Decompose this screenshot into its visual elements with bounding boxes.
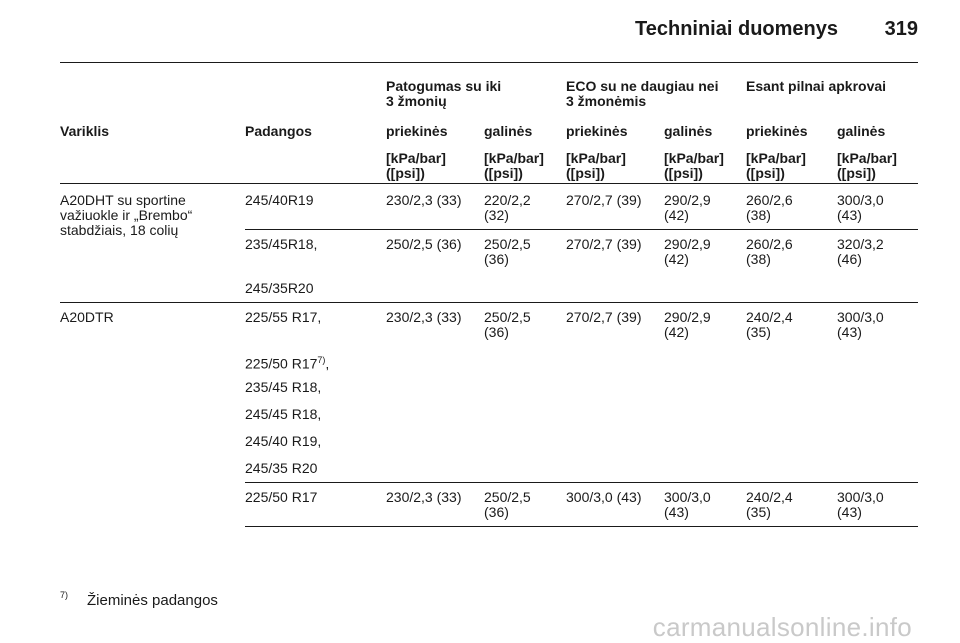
unit-label: [kPa/bar] ([psi]) [566,150,626,181]
group-header-eco: ECO su ne daugiau nei 3 žmonėmis [566,78,719,109]
pressure-value: 300/3,0 (43) [837,192,884,223]
unit-label: [kPa/bar] ([psi]) [746,150,806,181]
pressure-value: 320/3,2 (46) [837,236,884,267]
page-title: Techniniai duomenys [635,18,838,40]
group-header-full-load: Esant pilnai apkrovai [746,78,887,94]
row-divider [245,482,918,483]
footnote-text: Žieminės padangos [87,592,218,609]
pressure-value: 270/2,7 (39) [566,236,642,252]
page-number: 319 [884,18,918,40]
row-divider [245,229,918,230]
pressure-value: 270/2,7 (39) [566,309,642,325]
unit-label: [kPa/bar] ([psi]) [837,150,897,181]
unit-label: [kPa/bar] ([psi]) [664,150,724,181]
tire-size: 225/50 R17 [245,489,318,505]
pressure-value: 250/2,5 (36) [484,236,531,267]
tire-size: 245/35R20 [245,280,314,296]
unit-label: [kPa/bar] ([psi]) [484,150,544,181]
pressure-value: 250/2,5 (36) [484,309,531,340]
footnote-mark: 7) [60,590,69,600]
tire-size: 235/45 R18, [245,379,322,395]
pressure-value: 230/2,3 (33) [386,309,462,325]
tire-size: 245/45 R18, [245,406,322,422]
pressure-value: 300/3,0 (43) [566,489,642,505]
pressure-value: 300/3,0 (43) [837,489,884,520]
pressure-value: 260/2,6 (38) [746,192,793,223]
header-divider [60,183,918,184]
engine-label: A20DHT su sportine važiuokle ir „Brembo“… [60,192,193,238]
col-header-front: priekinės [746,123,808,139]
tire-size: 245/40R19 [245,192,314,208]
pressure-value: 230/2,3 (33) [386,489,462,505]
watermark: carmanualsonline.info [652,612,912,642]
pressure-value: 270/2,7 (39) [566,192,642,208]
pressure-value: 290/2,9 (42) [664,192,711,223]
pressure-value: 250/2,5 (36) [386,236,462,252]
col-header-front: priekinės [386,123,448,139]
pressure-value: 240/2,4 (35) [746,489,793,520]
pressure-value: 240/2,4 (35) [746,309,793,340]
footnote-ref: 7) [317,355,326,365]
col-header-tires: Padangos [245,123,312,139]
page-header: Techniniai duomenys 319 [60,0,918,63]
tire-size: 225/55 R17, [245,309,322,325]
tire-size-with-footnote: 225/50 R177), [245,355,330,372]
pressure-value: 300/3,0 (43) [837,309,884,340]
pressure-value: 300/3,0 (43) [664,489,711,520]
section-divider [60,302,918,303]
col-header-engine: Variklis [60,123,110,139]
group-header-comfort: Patogumas su iki 3 žmonių [386,78,502,109]
table-bottom-rule [245,526,918,527]
pressure-value: 260/2,6 (38) [746,236,793,267]
col-header-rear: galinės [484,123,533,139]
pressure-value: 250/2,5 (36) [484,489,531,520]
tire-size: 245/40 R19, [245,433,322,449]
engine-label: A20DTR [60,309,114,325]
tire-size: 245/35 R20 [245,460,318,476]
pressure-value: 220/2,2 (32) [484,192,531,223]
pressure-value: 230/2,3 (33) [386,192,462,208]
tire-size: 235/45R18, [245,236,318,252]
col-header-front: priekinės [566,123,628,139]
pressure-value: 290/2,9 (42) [664,236,711,267]
col-header-rear: galinės [837,123,886,139]
col-header-rear: galinės [664,123,713,139]
pressure-value: 290/2,9 (42) [664,309,711,340]
unit-label: [kPa/bar] ([psi]) [386,150,446,181]
